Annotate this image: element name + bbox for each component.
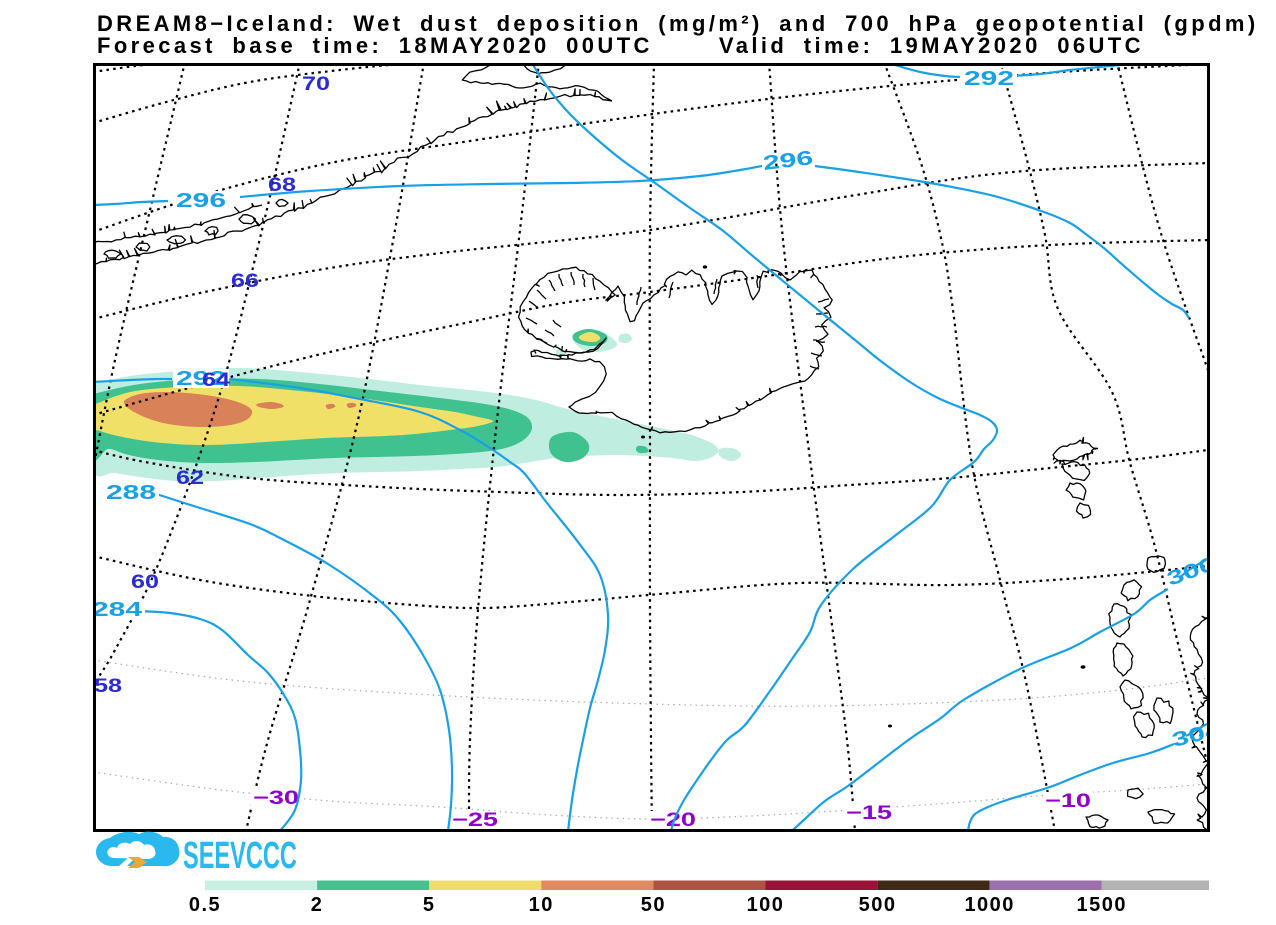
- svg-text:60: 60: [131, 572, 159, 593]
- svg-text:−25: −25: [452, 810, 499, 831]
- svg-text:292: 292: [964, 68, 1014, 90]
- svg-text:500: 500: [859, 894, 897, 916]
- svg-text:284: 284: [92, 599, 143, 621]
- svg-text:−20: −20: [650, 810, 696, 831]
- svg-text:64: 64: [202, 370, 231, 391]
- svg-text:62: 62: [176, 468, 204, 489]
- svg-text:1000: 1000: [964, 894, 1015, 916]
- svg-text:−15: −15: [846, 803, 893, 824]
- svg-text:2: 2: [311, 894, 324, 916]
- svg-text:68: 68: [268, 175, 296, 196]
- svg-text:292: 292: [176, 368, 226, 390]
- svg-text:DREAM8−Iceland: Wet dust depos: DREAM8−Iceland: Wet dust deposition (mg/…: [97, 11, 1259, 36]
- svg-text:10: 10: [529, 894, 554, 916]
- svg-text:288: 288: [106, 482, 156, 504]
- svg-text:Forecast base time: 18MAY2020: Forecast base time: 18MAY2020 00UTC Vali…: [97, 33, 1144, 58]
- svg-text:70: 70: [302, 74, 330, 95]
- svg-text:58: 58: [94, 676, 122, 697]
- svg-text:100: 100: [747, 894, 785, 916]
- svg-text:0.5: 0.5: [189, 894, 221, 916]
- svg-text:−10: −10: [1045, 791, 1091, 812]
- svg-text:−30: −30: [253, 788, 299, 809]
- svg-text:66: 66: [231, 271, 259, 292]
- svg-text:296: 296: [176, 190, 226, 212]
- svg-text:SEEVCCC: SEEVCCC: [183, 833, 297, 876]
- svg-text:1500: 1500: [1077, 894, 1128, 916]
- svg-text:50: 50: [641, 894, 666, 916]
- svg-text:5: 5: [423, 894, 436, 916]
